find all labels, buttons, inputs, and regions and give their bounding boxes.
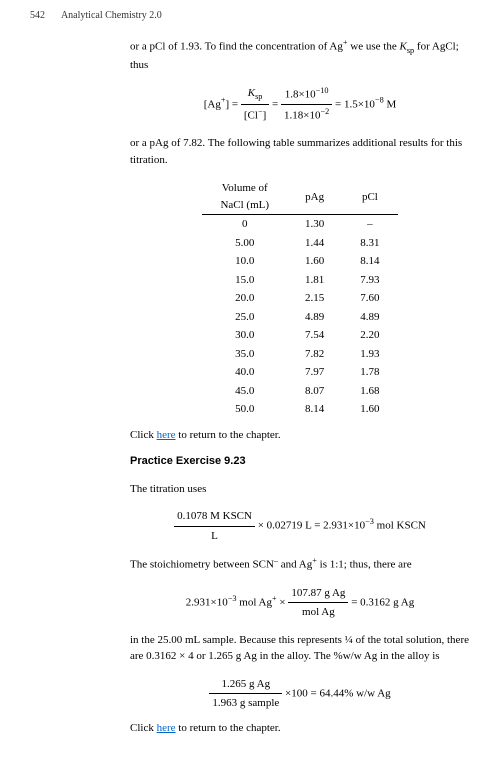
return-link-1: Click here to return to the chapter. — [130, 427, 470, 444]
equation-1: [Ag+] = Ksp [Cl−] = 1.8×10−10 1.18×10−2 … — [130, 85, 470, 125]
table-row: 01.30– — [202, 215, 397, 234]
page-header: 542 Analytical Chemistry 2.0 — [30, 8, 470, 23]
table-row: 45.08.071.68 — [202, 382, 397, 401]
equation-3: 2.931×10−3 mol Ag+ × 107.87 g Ag mol Ag … — [130, 585, 470, 621]
table-row: 5.001.448.31 — [202, 234, 397, 253]
exercise-title: Practice Exercise 9.23 — [130, 453, 470, 470]
table-row: 35.07.821.93 — [202, 345, 397, 364]
equation-2: 0.1078 M KSCN L × 0.02719 L = 2.931×10−3… — [130, 508, 470, 544]
table-row: 30.07.542.20 — [202, 326, 397, 345]
equation-4: 1.265 g Ag 1.963 g sample ×100 = 64.44% … — [130, 676, 470, 712]
return-link-2: Click here to return to the chapter. — [130, 720, 470, 737]
table-row: 50.08.141.60 — [202, 400, 397, 419]
here-link-2[interactable]: here — [157, 722, 176, 734]
table-row: 20.02.157.60 — [202, 289, 397, 308]
table-row: 10.01.608.14 — [202, 252, 397, 271]
here-link[interactable]: here — [157, 429, 176, 441]
table-row: 15.01.817.93 — [202, 271, 397, 290]
table-row: 25.04.894.89 — [202, 308, 397, 327]
intro-text: or a pCl of 1.93. To find the concentrat… — [130, 37, 470, 74]
page-number: 542 — [30, 8, 45, 23]
results-table: Volume ofNaCl (mL) pAg pCl 01.30–5.001.4… — [202, 179, 397, 419]
line3: The stoichiometry between SCN– and Ag+ i… — [130, 555, 470, 573]
table-row: 40.07.971.78 — [202, 363, 397, 382]
line4: in the 25.00 mL sample. Because this rep… — [130, 632, 470, 665]
after-eq1-text: or a pAg of 7.82. The following table su… — [130, 135, 470, 168]
book-title: Analytical Chemistry 2.0 — [61, 10, 162, 21]
line2: The titration uses — [130, 481, 470, 498]
